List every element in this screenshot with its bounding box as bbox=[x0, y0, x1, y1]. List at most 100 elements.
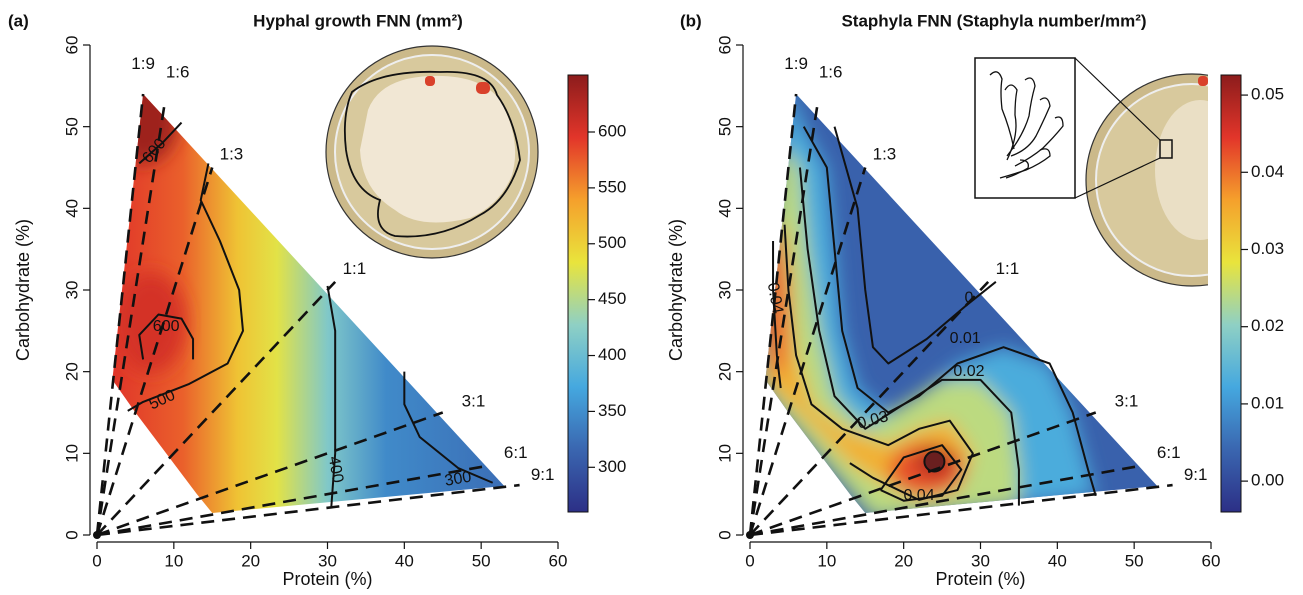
ratio-line bbox=[95, 103, 166, 536]
contour-label: 600 bbox=[153, 318, 180, 335]
contour-label: 0.02 bbox=[953, 363, 984, 380]
y-axis-label: Carbohydrate (%) bbox=[666, 219, 686, 361]
ratio-label: 9:1 bbox=[1184, 465, 1208, 484]
x-tick-label: 30 bbox=[318, 551, 337, 570]
contour-line bbox=[879, 444, 963, 502]
colorbar-tick-label: 0.03 bbox=[1251, 239, 1284, 258]
contour-label: 0.04 bbox=[903, 487, 934, 504]
ratio-line bbox=[748, 103, 819, 536]
ratio-label: 9:1 bbox=[531, 465, 555, 484]
contour-label: 0 bbox=[965, 289, 974, 306]
y-tick-label: 40 bbox=[62, 199, 81, 218]
x-tick-label: 40 bbox=[395, 551, 414, 570]
y-tick-label: 30 bbox=[62, 281, 81, 300]
ratio-line bbox=[748, 93, 798, 536]
contour-line bbox=[403, 371, 494, 484]
optimum-marker bbox=[923, 450, 946, 473]
panel-label: (b) bbox=[680, 11, 702, 30]
chart-title: Hyphal growth FNN (mm²) bbox=[253, 11, 463, 30]
contour-label: 400 bbox=[325, 455, 346, 484]
ratio-line bbox=[749, 464, 1143, 537]
x-tick-label: 60 bbox=[549, 551, 568, 570]
origin-marker bbox=[746, 531, 754, 539]
colorbar-tick-label: 450 bbox=[598, 289, 626, 308]
heatmap-field bbox=[765, 224, 973, 500]
ratio-label: 1:1 bbox=[996, 259, 1020, 278]
ratio-label: 1:1 bbox=[343, 259, 367, 278]
x-tick-label: 60 bbox=[1202, 551, 1221, 570]
colorbar-tick-label: 300 bbox=[598, 457, 626, 476]
x-tick-label: 10 bbox=[817, 551, 836, 570]
chart-title: Staphyla FNN (Staphyla number/mm²) bbox=[841, 11, 1146, 30]
y-tick-label: 40 bbox=[715, 199, 734, 218]
panel-label: (a) bbox=[8, 11, 29, 30]
dish-photo bbox=[325, 45, 539, 259]
x-tick-label: 30 bbox=[971, 551, 990, 570]
colorbar-tick-label: 350 bbox=[598, 401, 626, 420]
contour-line bbox=[772, 241, 782, 389]
y-tick-label: 30 bbox=[715, 281, 734, 300]
colorbar bbox=[1220, 74, 1242, 513]
y-tick-label: 10 bbox=[715, 444, 734, 463]
y-axis-label: Carbohydrate (%) bbox=[13, 219, 33, 361]
contour-label: 0.01 bbox=[950, 330, 981, 347]
ratio-line bbox=[96, 483, 520, 537]
x-tick-label: 40 bbox=[1048, 551, 1067, 570]
ratio-line bbox=[96, 464, 490, 537]
ratio-label: 3:1 bbox=[462, 391, 486, 410]
ratio-line bbox=[749, 483, 1173, 537]
colorbar-tick-label: 0.02 bbox=[1251, 316, 1284, 335]
x-axis-label: Protein (%) bbox=[282, 569, 372, 589]
ratio-line bbox=[95, 167, 214, 536]
ratio-label: 1:6 bbox=[819, 62, 843, 81]
colorbar-tick-label: 0.00 bbox=[1251, 471, 1284, 490]
ratio-line bbox=[95, 93, 145, 536]
x-tick-label: 0 bbox=[745, 551, 754, 570]
ratio-line bbox=[96, 280, 337, 536]
contour-line bbox=[798, 167, 1020, 506]
y-tick-label: 50 bbox=[62, 117, 81, 136]
colorbar-tick-label: 0.05 bbox=[1251, 85, 1284, 104]
contour-line bbox=[138, 313, 195, 360]
colorbar-tick-label: 600 bbox=[598, 121, 626, 140]
y-tick-label: 50 bbox=[715, 117, 734, 136]
y-tick-label: 0 bbox=[715, 530, 734, 539]
contour-label: 300 bbox=[443, 468, 472, 489]
dish-photo bbox=[974, 57, 1208, 287]
ratio-line bbox=[749, 411, 1097, 537]
x-tick-label: 50 bbox=[1125, 551, 1144, 570]
contour-line bbox=[783, 224, 974, 501]
colorbar-tick-label: 0.01 bbox=[1251, 393, 1284, 412]
ratio-label: 1:3 bbox=[873, 145, 897, 164]
ratio-label: 3:1 bbox=[1115, 391, 1139, 410]
ratio-line bbox=[748, 167, 867, 536]
colorbar-tick-label: 500 bbox=[598, 233, 626, 252]
ratio-label: 6:1 bbox=[504, 443, 528, 462]
x-tick-label: 20 bbox=[894, 551, 913, 570]
ratio-line bbox=[749, 280, 990, 536]
x-tick-label: 50 bbox=[472, 551, 491, 570]
y-tick-label: 60 bbox=[62, 36, 81, 55]
x-tick-label: 10 bbox=[164, 551, 183, 570]
ratio-label: 1:6 bbox=[166, 62, 190, 81]
y-tick-label: 60 bbox=[715, 36, 734, 55]
contour-line bbox=[127, 163, 244, 412]
x-axis-label: Protein (%) bbox=[935, 569, 1025, 589]
x-tick-label: 0 bbox=[92, 551, 101, 570]
ratio-label: 1:9 bbox=[784, 54, 808, 73]
y-tick-label: 20 bbox=[62, 362, 81, 381]
colorbar bbox=[567, 74, 589, 513]
contour-line bbox=[138, 121, 183, 165]
ratio-label: 1:3 bbox=[220, 145, 244, 164]
y-tick-label: 0 bbox=[62, 530, 81, 539]
ratio-line bbox=[96, 411, 444, 537]
colorbar-tick-label: 0.04 bbox=[1251, 162, 1284, 181]
ratio-label: 6:1 bbox=[1157, 443, 1181, 462]
ratio-label: 1:9 bbox=[131, 54, 155, 73]
y-tick-label: 10 bbox=[62, 444, 81, 463]
contour-line bbox=[802, 126, 1097, 497]
x-tick-label: 20 bbox=[241, 551, 260, 570]
colorbar-tick-label: 550 bbox=[598, 177, 626, 196]
